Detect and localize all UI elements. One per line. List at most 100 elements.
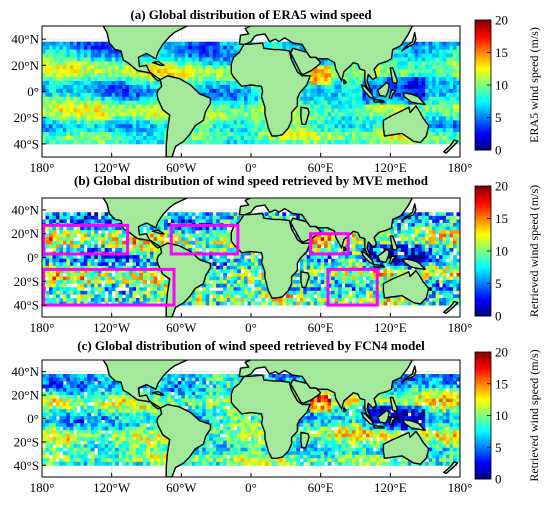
land-borneo [376, 248, 390, 263]
colorbar-tick-label: 0 [495, 309, 502, 324]
colorbar-tick-label: 15 [495, 211, 508, 226]
y-tick-label: 40°N [11, 202, 39, 217]
colorbar-tick-label: 15 [495, 45, 508, 60]
land-africa [230, 374, 311, 459]
x-tick-label: 120°W [93, 480, 131, 495]
highlight-box-4 [309, 232, 350, 256]
colorbar-tick-label: 5 [495, 276, 502, 291]
colorbar-tick-label: 20 [495, 179, 508, 194]
y-tick-label: 20°S [14, 274, 39, 289]
land-africa [230, 212, 311, 299]
y-tick-label: 20°N [11, 226, 39, 241]
colorbar-label: Retrieved wind speed (m/s) [527, 349, 541, 481]
colorbar-tick-label: 5 [495, 110, 502, 125]
land-new-zealand [443, 461, 459, 475]
panel-title: (a) Global distribution of ERA5 wind spe… [130, 7, 372, 22]
map-panel-a: 180° 120°W 60°W 0° 60°E 120°E 180° 40°N 20°N 0° 20… [11, 7, 541, 175]
x-tick-label: 60°E [308, 320, 334, 335]
colorbar-label: Retrieved wind speed (m/s) [527, 185, 541, 317]
land-sri-lanka [343, 246, 347, 252]
land-madagascar [300, 431, 310, 449]
x-tick-label: 180° [30, 160, 55, 175]
y-tick-label: 0° [27, 411, 39, 426]
y-tick-label: 20°N [11, 58, 39, 73]
land-java [373, 424, 386, 429]
x-tick-label: 180° [448, 320, 473, 335]
land-sulawesi [388, 416, 397, 426]
land-south-america [156, 75, 212, 157]
land-borneo [376, 81, 390, 98]
land-sri-lanka [343, 79, 347, 85]
x-tick-label: 0° [245, 480, 257, 495]
land-new-zealand [443, 300, 459, 315]
colorbar-tick-label: 10 [495, 78, 508, 93]
x-tick-label: 60°E [308, 480, 334, 495]
highlight-box-3 [42, 267, 176, 307]
colorbar: 0 5 10 15 20 Retrieved wind speed (m/s) [474, 179, 541, 324]
land-cuba [151, 229, 165, 235]
x-tick-label: 120°E [374, 320, 407, 335]
land-sri-lanka [343, 407, 347, 413]
panel-title: (b) Global distribution of wind speed re… [74, 173, 429, 188]
x-tick-label: 120°W [93, 320, 131, 335]
land-cuba [151, 60, 165, 66]
land-north-america [102, 26, 188, 82]
x-tick-label: 0° [245, 160, 257, 175]
colorbar-tick-label: 10 [495, 244, 508, 259]
land-new-zealand [443, 139, 459, 154]
y-tick-label: 0° [27, 84, 39, 99]
land-uk [244, 198, 250, 199]
colorbar-tick-label: 20 [495, 13, 508, 28]
land-new-guinea [402, 419, 426, 431]
colorbar-tick-label: 10 [495, 408, 508, 423]
land-arabia [289, 379, 322, 404]
x-tick-label: 0° [245, 320, 257, 335]
land-philippines [389, 67, 398, 85]
land-java [373, 98, 386, 103]
panel-title: (c) Global distribution of wind speed re… [77, 338, 425, 353]
x-tick-label: 180° [448, 480, 473, 495]
land-cuba [151, 390, 165, 396]
land-madagascar [300, 106, 310, 125]
land-japan [401, 203, 417, 222]
x-tick-label: 180° [30, 320, 55, 335]
land-africa [230, 42, 311, 137]
land-sulawesi [388, 255, 397, 265]
x-tick-label: 60°E [308, 160, 334, 175]
y-tick-label: 40°N [11, 32, 39, 47]
y-tick-label: 0° [27, 250, 39, 265]
map-panel-b: 180° 120°W 60°W 0° 60°E 120°E 180° 40°N 20°N 0° 20… [11, 173, 541, 335]
y-tick-label: 20°N [11, 388, 39, 403]
colorbar-label: ERA5 wind speed (m/s) [527, 27, 541, 143]
colorbar: 0 5 10 15 20 Retrieved wind speed (m/s) [474, 345, 541, 487]
land-europe-asia [238, 26, 414, 91]
y-tick-label: 20°S [14, 434, 39, 449]
land-borneo [376, 409, 390, 424]
land-north-america [102, 360, 188, 410]
x-tick-label: 60°W [166, 160, 197, 175]
colorbar: 0 5 10 15 20 ERA5 wind speed (m/s) [474, 13, 541, 158]
y-tick-label: 40°S [14, 298, 39, 313]
land-europe-asia [238, 198, 414, 257]
land-philippines [389, 235, 398, 252]
land-south-america [156, 403, 212, 477]
colorbar-tick-label: 20 [495, 345, 508, 360]
land-australia [382, 430, 430, 465]
land-australia [382, 105, 430, 144]
x-tick-label: 180° [448, 160, 473, 175]
land-java [373, 263, 386, 268]
y-tick-label: 20°S [14, 110, 39, 125]
land-arabia [289, 47, 322, 76]
x-tick-label: 120°E [374, 480, 407, 495]
colorbar-tick-label: 0 [495, 472, 502, 487]
land-south-america [156, 242, 212, 317]
land-europe-asia [238, 360, 414, 418]
land-north-america [102, 198, 188, 249]
highlight-box-2 [169, 223, 240, 256]
land-sulawesi [388, 89, 397, 99]
highlight-box-5 [326, 267, 379, 307]
land-japan [401, 31, 417, 52]
land-madagascar [300, 271, 310, 288]
x-tick-label: 60°W [166, 320, 197, 335]
